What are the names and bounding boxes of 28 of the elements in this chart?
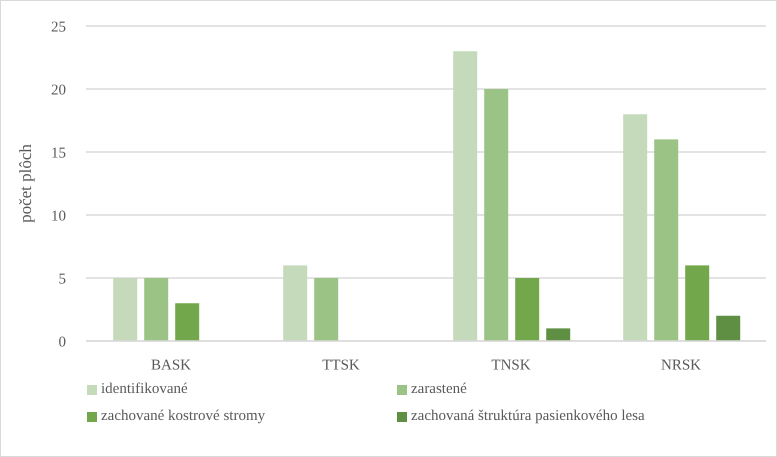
bar xyxy=(515,278,540,341)
y-tick-label: 15 xyxy=(51,145,66,162)
bar xyxy=(283,265,308,341)
y-tick-label: 25 xyxy=(51,19,66,36)
bar xyxy=(314,278,338,341)
bar xyxy=(685,265,710,341)
bar xyxy=(546,328,570,341)
bar xyxy=(144,278,168,341)
x-tick-label: NRSK xyxy=(660,358,702,374)
legend-label: zarastené xyxy=(411,381,467,398)
y-tick-label: 20 xyxy=(51,82,66,98)
y-tick-label: 0 xyxy=(58,334,66,350)
bar xyxy=(113,278,138,341)
x-tick-label: BASK xyxy=(150,358,192,374)
legend-label: zachované kostrové stromy xyxy=(101,408,266,425)
bar xyxy=(484,89,508,341)
y-axis-title: počet plôch xyxy=(16,144,36,223)
bar xyxy=(716,316,740,341)
bar xyxy=(623,114,648,341)
x-tick-label: TNSK xyxy=(491,358,531,374)
y-tick-label: 10 xyxy=(51,208,66,224)
legend-label: zachovaná štruktúra pasienkového lesa xyxy=(411,408,645,425)
y-tick-label: 5 xyxy=(58,271,66,288)
bar xyxy=(453,51,478,341)
bar xyxy=(175,303,200,341)
legend-label: identifikované xyxy=(101,381,188,398)
bar xyxy=(654,139,678,341)
x-tick-label: TTSK xyxy=(322,358,360,374)
